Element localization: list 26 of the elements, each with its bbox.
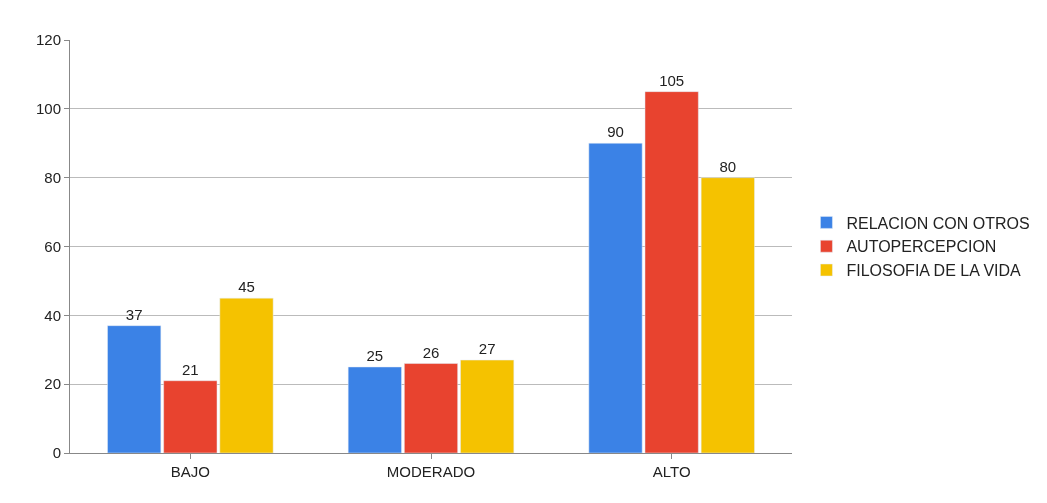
- data-label: 80: [719, 157, 737, 175]
- bar: [700, 177, 755, 453]
- data-label: 21: [181, 360, 199, 378]
- data-label: 26: [422, 343, 440, 361]
- data-label: 45: [238, 278, 255, 296]
- bar: [404, 363, 458, 453]
- x-tick-label: BAJO: [170, 463, 210, 480]
- legend-label: FILOSOFIA DE LA VIDA: [846, 262, 1022, 280]
- y-tick-label: 80: [44, 168, 61, 186]
- y-tick-label: 100: [35, 100, 61, 118]
- data-label: 27: [478, 340, 496, 358]
- y-tick-label: 120: [35, 31, 61, 49]
- data-label: 90: [607, 123, 624, 141]
- y-tick-label: 60: [44, 237, 61, 255]
- legend-label: RELACION CON OTROS: [846, 214, 1030, 232]
- x-tick-label: ALTO: [652, 463, 691, 480]
- y-tick-label: 40: [44, 306, 61, 324]
- data-label: 105: [659, 71, 685, 89]
- x-tick-label: MODERADO: [386, 463, 476, 480]
- y-tick-label: 0: [52, 444, 61, 462]
- y-tick-label: 20: [44, 375, 61, 393]
- legend-label: AUTOPERCEPCION: [846, 238, 997, 256]
- bar: [347, 366, 402, 453]
- bar: [460, 359, 515, 453]
- data-label: 37: [125, 305, 143, 323]
- data-label: 25: [366, 346, 384, 364]
